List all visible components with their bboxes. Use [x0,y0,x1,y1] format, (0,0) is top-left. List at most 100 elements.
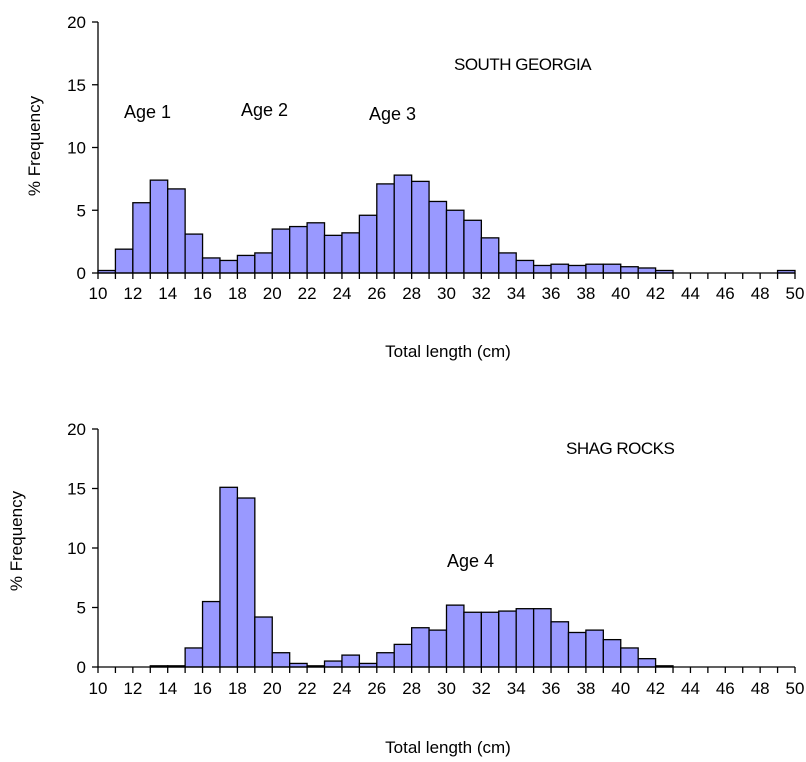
x-tick-label: 30 [437,679,456,698]
x-tick-label: 38 [576,284,595,303]
x-tick-label: 26 [367,284,386,303]
x-tick-label: 20 [263,679,282,698]
bar-18cm [236,254,256,274]
y-tick-label: 15 [67,480,86,499]
x-tick-label: 44 [681,679,700,698]
bar-27cm [393,174,413,274]
bar-31cm [463,219,483,274]
bar-32cm [480,237,500,274]
annotation-south-georgia: SOUTH GEORGIA [454,55,592,74]
y-tick-label: 20 [67,420,86,439]
bar-30cm [445,604,465,668]
x-tick-label: 40 [611,679,630,698]
x-tick-label: 34 [507,284,526,303]
x-tick-label: 44 [681,284,700,303]
bar-28cm [410,180,430,274]
bar-38cm [585,629,604,668]
bar-14cm [167,188,186,274]
bar-25cm [358,214,378,274]
x-tick-label: 28 [402,284,421,303]
x-tick-label: 16 [193,284,212,303]
bar-20cm [271,652,291,668]
x-tick-label: 18 [228,679,247,698]
x-tick-label: 42 [646,284,665,303]
bar-41cm [637,658,657,668]
bar-15cm [184,233,204,274]
x-tick-label: 32 [472,284,491,303]
bar-34cm [515,608,535,668]
annotation-age-4: Age 4 [447,551,494,571]
y-tick-label: 0 [77,658,86,677]
bar-18cm [236,497,256,668]
x-tick-label: 46 [716,284,735,303]
bar-37cm [567,631,587,668]
x-tick-label: 20 [263,284,282,303]
chart-south-georgia: 0 5 10 15 20 10 12 14 16 18 20 22 24 26 28 30 32 34 36 38 40… [25,13,804,361]
bar-36cm [550,263,570,274]
bar-19cm [254,252,273,274]
x-tick-label: 50 [786,284,805,303]
x-tick-label: 16 [193,679,212,698]
bar-20cm [271,228,291,274]
tick-labels: 0 5 10 15 20 10 12 14 16 18 20 22 24 26 28 30 32 34 36 38 40… [67,420,804,698]
annotation-age-3: Age 3 [369,104,416,124]
y-tick-label: 5 [77,599,86,618]
x-tick-label: 28 [402,679,421,698]
bar-24cm [341,232,361,274]
bar-33cm [498,252,517,274]
x-tick-label: 50 [786,679,805,698]
bar-41cm [637,267,657,274]
bar-24cm [341,654,361,668]
x-tick-label: 48 [751,284,770,303]
tick-labels: 0 5 10 15 20 10 12 14 16 18 20 22 24 26 28 30 32 34 36 38 40… [67,13,804,303]
bar-23cm [323,660,343,668]
bar-17cm [219,486,239,668]
y-tick-label: 10 [67,539,86,558]
x-tick-label: 14 [158,679,177,698]
bar-29cm [428,200,448,274]
bar-29cm [428,629,448,668]
bar-series [149,486,674,668]
bar-21cm [289,225,308,274]
bar-35cm [532,608,552,668]
bar-13cm [149,179,169,274]
bar-40cm [620,647,639,668]
y-tick-label: 10 [67,139,86,158]
bar-37cm [567,264,587,274]
bar-40cm [620,266,639,274]
bar-series [97,174,796,274]
annotation-age-2: Age 2 [241,100,288,120]
x-axis-title: Total length (cm) [385,342,511,361]
x-tick-label: 22 [298,679,317,698]
x-tick-label: 12 [123,679,142,698]
bar-26cm [376,183,395,274]
x-axis-title: Total length (cm) [385,738,511,757]
bar-28cm [410,627,430,668]
x-tick-label: 24 [332,284,351,303]
bar-33cm [498,610,517,668]
bar-32cm [480,611,500,668]
x-tick-label: 12 [123,284,142,303]
bar-35cm [532,264,552,274]
y-axis-title: % Frequency [25,95,44,196]
y-axis-title: % Frequency [7,490,26,591]
x-tick-label: 32 [472,679,491,698]
bar-34cm [515,259,535,274]
bar-23cm [323,234,343,274]
y-tick-label: 0 [77,264,86,283]
x-tick-label: 48 [751,679,770,698]
x-tick-label: 10 [89,679,108,698]
bar-15cm [184,647,204,668]
x-tick-label: 42 [646,679,665,698]
y-tick-label: 5 [77,201,86,220]
x-tick-label: 46 [716,679,735,698]
axes [92,428,796,673]
x-tick-label: 36 [542,284,561,303]
bar-39cm [602,638,622,668]
bar-19cm [254,616,273,668]
x-tick-label: 36 [542,679,561,698]
bar-39cm [602,263,622,274]
bar-16cm [201,257,221,274]
